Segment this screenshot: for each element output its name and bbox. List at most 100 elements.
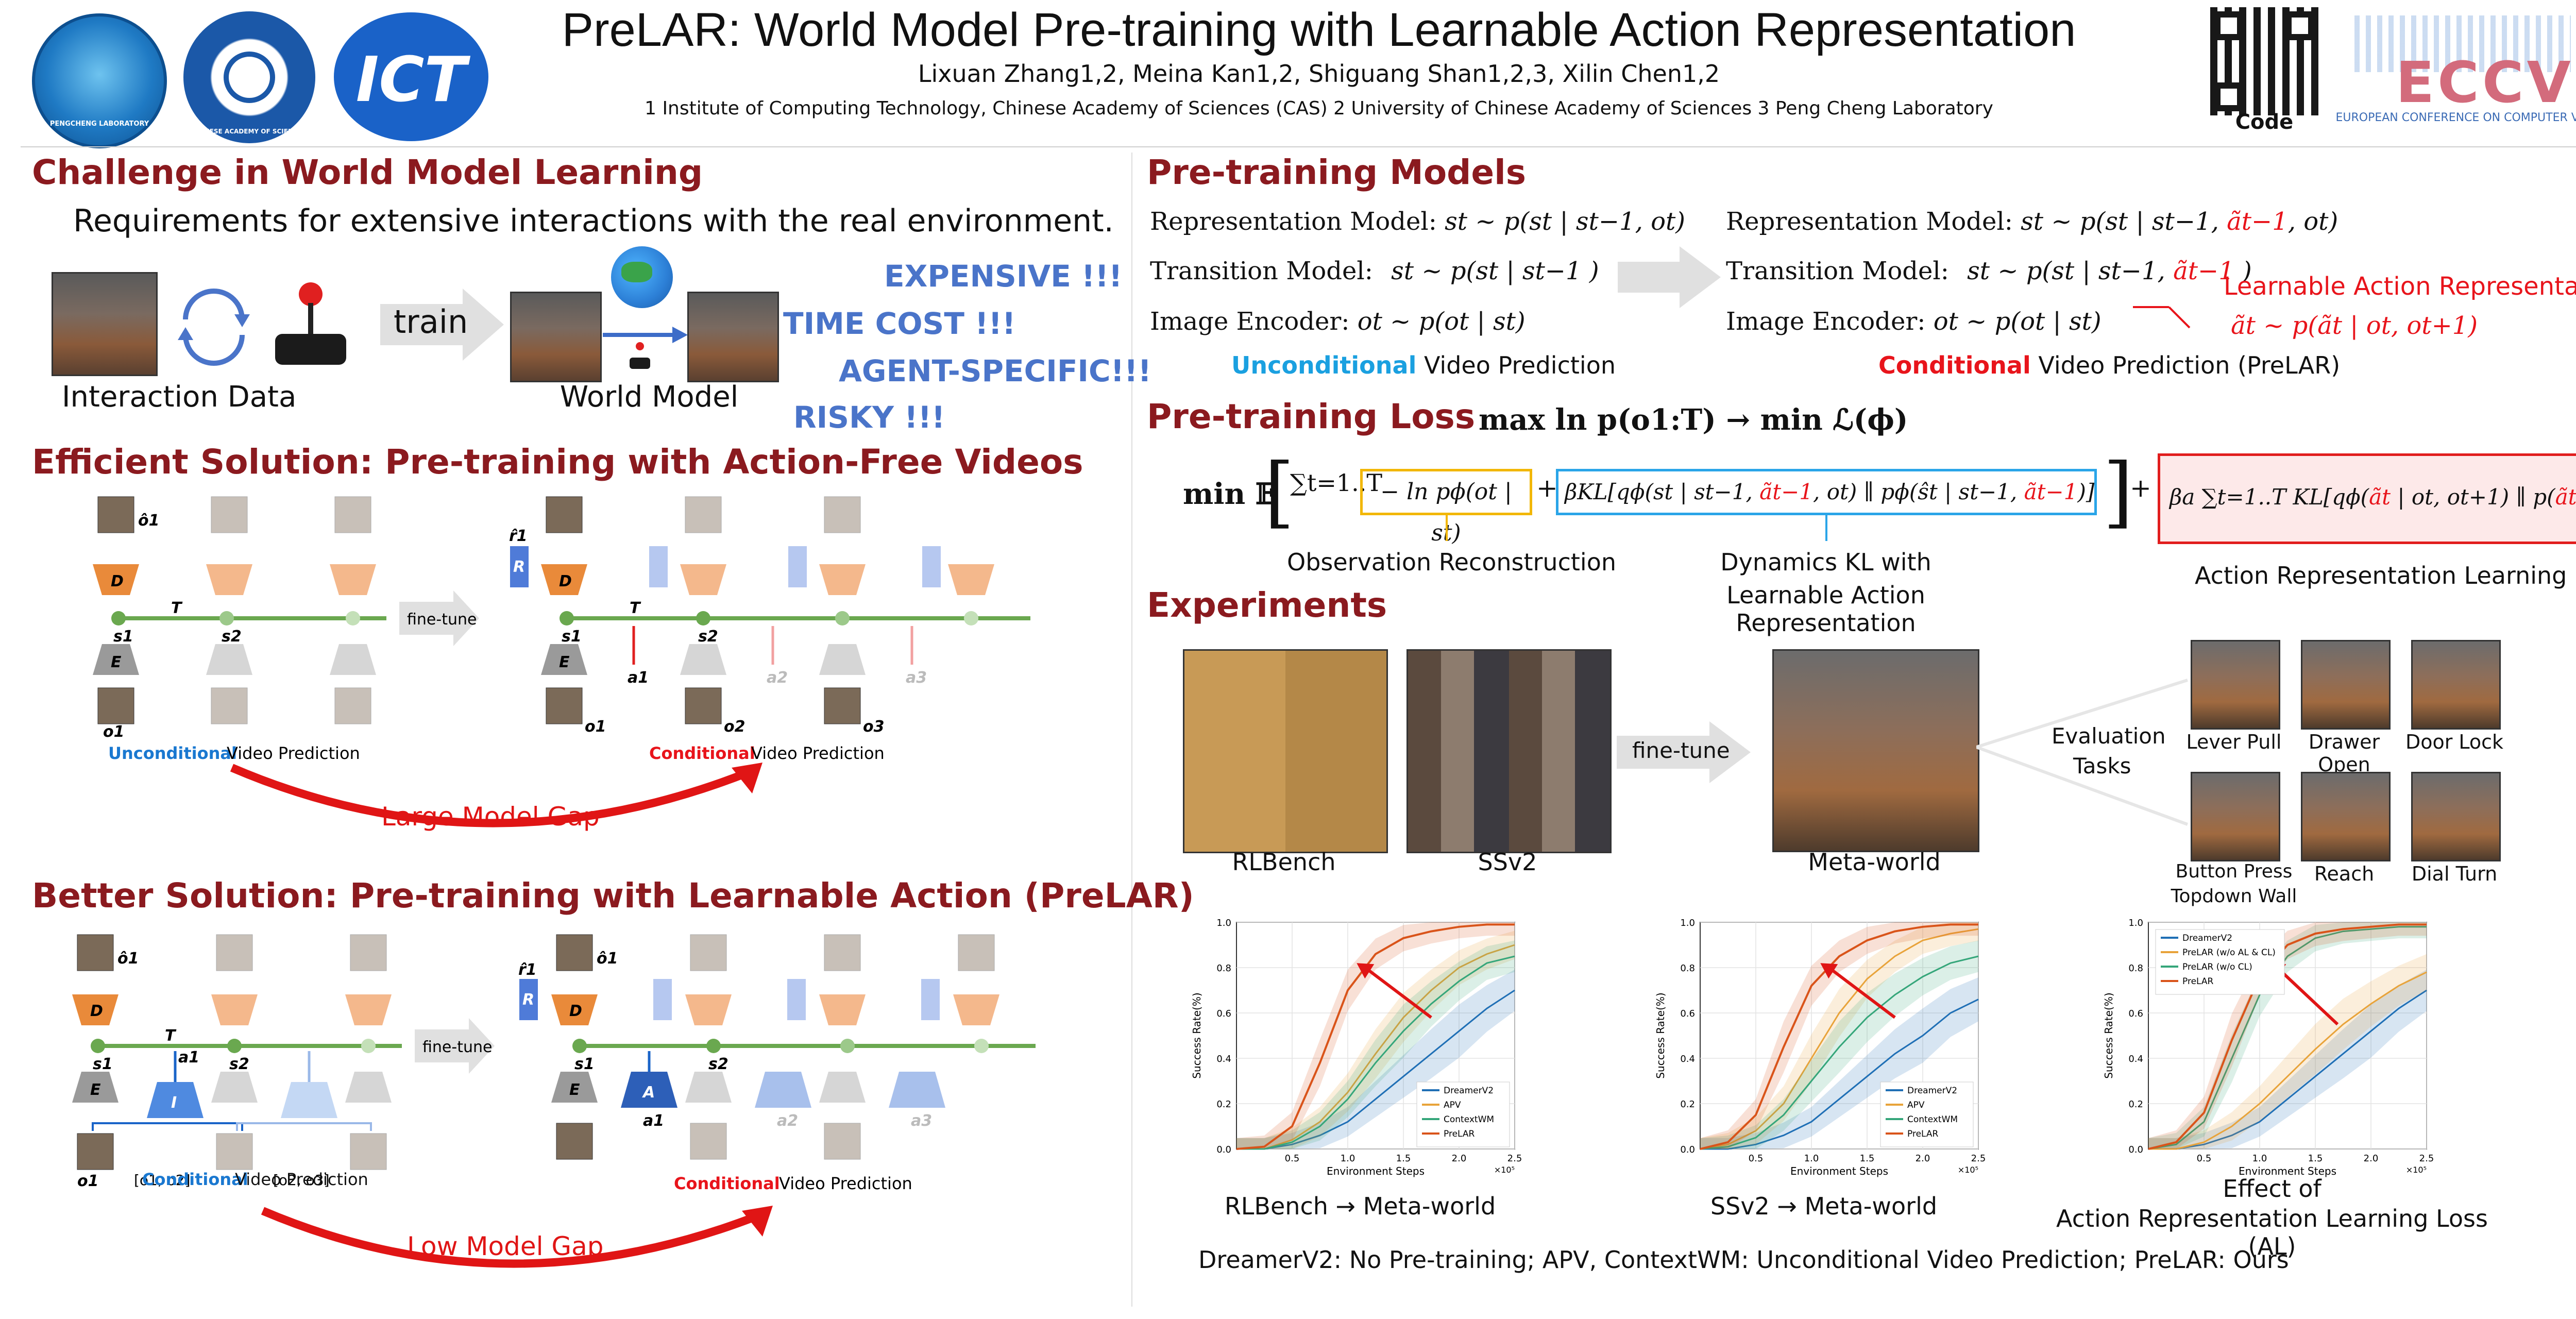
qr-finder-tl bbox=[2214, 11, 2243, 40]
chart-x-multiplier: ×10⁵ bbox=[2406, 1165, 2427, 1175]
ict-logo-text: ICT bbox=[355, 44, 467, 116]
chart-series-line bbox=[1700, 955, 1979, 1150]
chart-legend-label: ContextWM bbox=[1907, 1114, 1958, 1125]
better-left-cond-word: Conditional bbox=[142, 1170, 248, 1189]
chart-x-tick: 1.5 bbox=[1860, 1153, 1875, 1164]
chart-series-line bbox=[2148, 926, 2427, 1150]
chart-series-band bbox=[1700, 922, 1978, 1149]
efficient-cond-obs-2 bbox=[685, 687, 722, 724]
better-inverse-1 bbox=[147, 1082, 204, 1118]
chart-x-tick: 2.0 bbox=[1452, 1153, 1467, 1164]
better-cond-obs-hat-3 bbox=[824, 934, 861, 971]
pengcheng-lab-logo: PENGCHENG LABORATORY bbox=[32, 13, 167, 148]
better-label-s1: s1 bbox=[93, 1055, 113, 1073]
efficient-reward-head-1 bbox=[510, 546, 529, 587]
chart-y-tick: 0.2 bbox=[1216, 1099, 1231, 1110]
right-model-label-1: Representation Model: bbox=[1726, 207, 2013, 236]
lar-pointer bbox=[2133, 306, 2191, 329]
loss-plus-2: + bbox=[2130, 473, 2151, 503]
better-cond-encoder-1 bbox=[551, 1072, 598, 1103]
chart-y-tick: 0.6 bbox=[1216, 1008, 1231, 1019]
chart-caption-ssv2: SSv2 → Meta-world bbox=[1710, 1192, 1938, 1220]
chart-series-band bbox=[2148, 922, 2427, 1149]
better-title: Better Solution: Pre-training with Learn… bbox=[32, 876, 1194, 916]
efficient-label-e: E bbox=[111, 653, 122, 671]
left-model-row-1: Representation Model: st ~ p(st | st−1, … bbox=[1150, 207, 1685, 236]
loss-term-ar-a: βa ∑t=1..T KL[qϕ( bbox=[2170, 484, 2369, 510]
chart-caption-ablation-2: Action Representation Learning Loss (AL) bbox=[2056, 1205, 2488, 1260]
efficient-cond-label-e: E bbox=[559, 653, 570, 671]
globe-land bbox=[621, 262, 652, 282]
better-obs-hat-3 bbox=[350, 934, 387, 971]
better-label-s2: s2 bbox=[229, 1055, 249, 1073]
better-cond-obs-hat-4 bbox=[958, 934, 995, 971]
right-model-formula-2-red: ãt−1 bbox=[2173, 257, 2234, 285]
chart-ablation: 0.0 0.2 0.4 0.6 0.8 1.0 0.5 1.0 1.5 2.0 2.5×10⁵ Env… bbox=[2103, 918, 2434, 1177]
better-label-o1hat: ô1 bbox=[117, 950, 139, 968]
better-encoder-2 bbox=[211, 1072, 258, 1103]
better-bracket-1 bbox=[92, 1122, 243, 1131]
qr-code[interactable] bbox=[2210, 7, 2318, 115]
better-cond-label-a: A bbox=[642, 1084, 655, 1102]
train-arrow bbox=[380, 289, 504, 361]
better-left-vp: Video Prediction bbox=[235, 1170, 368, 1189]
better-finetune-arrow bbox=[415, 1018, 495, 1074]
better-obs-1 bbox=[77, 1133, 114, 1170]
efficient-uncond-vp: Video Prediction bbox=[227, 743, 360, 763]
better-finetune-label: fine-tune bbox=[422, 1038, 492, 1056]
chart-y-tick: 0.0 bbox=[2128, 1144, 2143, 1155]
joystick-stick bbox=[308, 303, 313, 339]
chart-series-line bbox=[1700, 923, 1978, 1150]
chart-series-line bbox=[2148, 923, 2427, 1150]
affiliations: 1 Institute of Computing Technology, Chi… bbox=[645, 98, 1993, 119]
efficient-cond-label-r1hat: r̂1 bbox=[509, 527, 528, 545]
efficient-cond-encoder-2 bbox=[680, 644, 726, 675]
chart-legend-label: APV bbox=[1444, 1100, 1461, 1110]
authors: Lixuan Zhang1,2, Meina Kan1,2, Shiguang … bbox=[918, 60, 1720, 88]
efficient-cond-obs-hat-1 bbox=[546, 496, 583, 533]
left-model-caption-colored: Unconditional bbox=[1231, 351, 1417, 379]
better-cond-state-1 bbox=[572, 1039, 587, 1053]
task-caption-door-lock: Door Lock bbox=[2405, 731, 2504, 753]
efficient-label-o1hat: ô1 bbox=[138, 512, 159, 530]
low-gap-label: Low Model Gap bbox=[407, 1231, 604, 1261]
exp-finetune-label: fine-tune bbox=[1632, 738, 1730, 763]
agent-specific-text: AGENT-SPECIFIC!!! bbox=[839, 353, 1151, 388]
efficient-label-d: D bbox=[111, 572, 124, 590]
eval-tasks-label-1: Evaluation bbox=[2052, 723, 2166, 749]
better-state-1 bbox=[91, 1039, 105, 1053]
better-label-o2o3: [o2, o3] bbox=[273, 1172, 330, 1189]
chart-y-tick: 1.0 bbox=[1680, 918, 1695, 928]
better-cond-obs-3 bbox=[824, 1123, 861, 1160]
task-image-reach bbox=[2301, 772, 2391, 861]
better-cond-label-a1: a1 bbox=[643, 1112, 664, 1130]
left-model-formula-3: ot ~ p(ot | st) bbox=[1357, 307, 1526, 336]
better-uncond-labels: D E I T a1 s1 s2 ô1 o1 bbox=[77, 950, 249, 1190]
better-inverse-2 bbox=[281, 1082, 337, 1118]
better-cond-word: Conditional bbox=[674, 1174, 780, 1193]
lar-formula: ãt ~ p(ãt | ot, ot+1) bbox=[2231, 311, 2478, 340]
efficient-obs-1 bbox=[97, 687, 134, 724]
world-model-input-image bbox=[510, 292, 602, 382]
loss-term-kl-red1: ãt−1 bbox=[1759, 479, 1814, 504]
loss-label-recon: Observation Reconstruction bbox=[1287, 548, 1616, 576]
chart-x-multiplier: ×10⁵ bbox=[1958, 1165, 1978, 1175]
better-encoder-3 bbox=[345, 1072, 392, 1103]
right-model-formula-1b: , ot) bbox=[2287, 207, 2338, 236]
lar-title: Learnable Action Representation bbox=[2224, 272, 2576, 301]
chart-y-tick: 0.4 bbox=[2128, 1054, 2143, 1064]
efficient-decoder-1 bbox=[93, 564, 139, 595]
chart-series-line bbox=[2148, 989, 2427, 1150]
metaworld-image bbox=[1772, 649, 1979, 852]
chart-x-label: Environment Steps bbox=[1790, 1165, 1888, 1177]
chart-x-tick: 0.5 bbox=[2197, 1153, 2212, 1164]
better-cond-obs-2 bbox=[690, 1123, 727, 1160]
chart-series-line bbox=[2148, 971, 2427, 1150]
right-model-formula-2a: st ~ p(st | st−1, bbox=[1967, 257, 2174, 285]
chart-y-tick: 0.0 bbox=[1680, 1144, 1695, 1155]
experiments-footer: DreamerV2: No Pre-training; APV, Context… bbox=[1198, 1246, 2289, 1274]
efficient-diagram: D E T s1 s2 ô1 o1 Unconditional Video Pr… bbox=[93, 496, 1030, 763]
left-model-label-3: Image Encoder: bbox=[1150, 307, 1350, 336]
chart-x-tick: 2.0 bbox=[2364, 1153, 2379, 1164]
efficient-reward-head-2 bbox=[649, 546, 668, 587]
